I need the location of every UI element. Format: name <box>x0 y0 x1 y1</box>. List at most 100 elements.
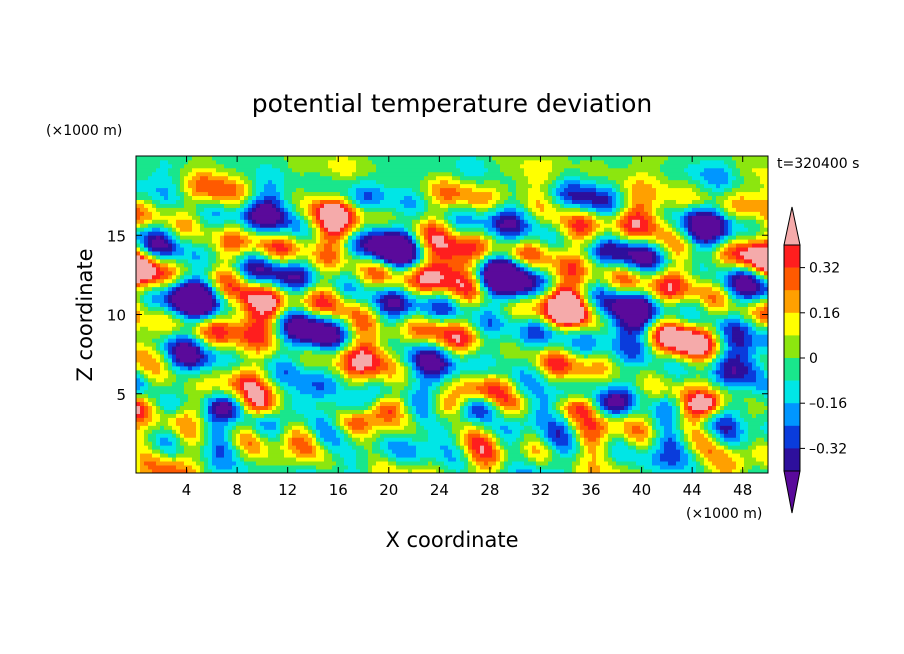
field-cell <box>228 429 233 434</box>
field-cell <box>268 377 273 383</box>
field-cell <box>288 389 293 395</box>
field-cell <box>184 401 189 407</box>
field-cell <box>184 342 189 347</box>
field-cell <box>272 251 277 256</box>
field-cell <box>344 199 349 204</box>
field-cell <box>340 207 345 212</box>
field-cell <box>212 262 217 268</box>
field-cell <box>244 302 249 307</box>
field-cell <box>224 413 229 418</box>
field-cell <box>312 449 317 454</box>
field-cell <box>152 231 157 236</box>
field-cell <box>372 231 377 236</box>
field-cell <box>384 354 389 359</box>
field-cell <box>348 469 353 473</box>
field-cell <box>348 203 353 208</box>
field-cell <box>368 286 373 292</box>
field-cell <box>168 381 173 387</box>
field-cell <box>164 449 169 454</box>
field-cell <box>380 259 385 264</box>
field-cell <box>272 235 277 240</box>
field-cell <box>360 179 365 185</box>
field-cell <box>372 457 377 462</box>
field-cell <box>316 429 321 434</box>
field-cell <box>180 235 185 240</box>
field-cell <box>136 385 141 391</box>
field-cell <box>164 385 169 391</box>
field-cell <box>340 251 345 256</box>
field-cell <box>280 207 285 212</box>
field-cell <box>380 255 385 260</box>
field-cell <box>212 465 217 470</box>
field-cell <box>140 405 145 410</box>
field-cell <box>280 405 285 410</box>
field-cell <box>368 310 373 315</box>
field-cell <box>284 453 289 458</box>
field-cell <box>192 183 197 189</box>
field-cell <box>176 286 181 292</box>
field-cell <box>368 469 373 473</box>
field-cell <box>356 298 361 304</box>
field-cell <box>140 207 145 212</box>
field-cell <box>336 318 341 323</box>
field-cell <box>356 377 361 383</box>
field-cell <box>160 255 165 260</box>
field-cell <box>240 409 245 414</box>
field-cell <box>244 437 249 442</box>
field-cell <box>176 251 181 256</box>
field-cell <box>300 457 305 462</box>
field-cell <box>144 326 149 331</box>
field-cell <box>272 187 277 193</box>
field-cell <box>176 215 181 220</box>
field-cell <box>308 183 313 189</box>
field-cell <box>200 373 205 379</box>
field-cell <box>244 405 249 410</box>
field-cell <box>244 227 249 232</box>
field-cell <box>360 445 365 450</box>
field-cell <box>180 247 185 252</box>
field-cell <box>260 326 265 331</box>
field-cell <box>252 314 257 319</box>
field-cell <box>168 338 173 343</box>
field-cell <box>384 366 389 371</box>
field-cell <box>380 219 385 224</box>
field-cell <box>212 231 217 236</box>
field-cell <box>216 465 221 470</box>
field-cell <box>288 373 293 379</box>
field-cell <box>304 381 309 387</box>
field-cell <box>308 179 313 185</box>
field-cell <box>252 227 257 232</box>
field-cell <box>216 338 221 343</box>
field-cell <box>316 274 321 280</box>
field-cell <box>336 338 341 343</box>
field-cell <box>336 183 341 189</box>
field-cell <box>336 369 341 375</box>
field-cell <box>380 159 385 165</box>
field-cell <box>208 310 213 315</box>
field-cell <box>348 239 353 244</box>
field-cell <box>168 366 173 371</box>
field-cell <box>372 342 377 347</box>
field-cell <box>208 243 213 248</box>
field-cell <box>348 270 353 276</box>
field-cell <box>252 159 257 165</box>
contour-field <box>136 156 768 473</box>
field-cell <box>208 314 213 319</box>
field-cell <box>304 187 309 193</box>
field-cell <box>140 175 145 181</box>
field-cell <box>360 393 365 399</box>
field-cell <box>324 219 329 224</box>
field-cell <box>288 259 293 264</box>
field-cell <box>192 393 197 399</box>
field-cell <box>336 302 341 307</box>
field-cell <box>296 369 301 375</box>
field-cell <box>240 215 245 220</box>
field-cell <box>192 243 197 248</box>
field-cell <box>352 286 357 292</box>
field-cell <box>168 310 173 315</box>
field-cell <box>180 231 185 236</box>
field-cell <box>164 255 169 260</box>
field-cell <box>320 183 325 189</box>
field-cell <box>340 235 345 240</box>
field-cell <box>356 302 361 307</box>
